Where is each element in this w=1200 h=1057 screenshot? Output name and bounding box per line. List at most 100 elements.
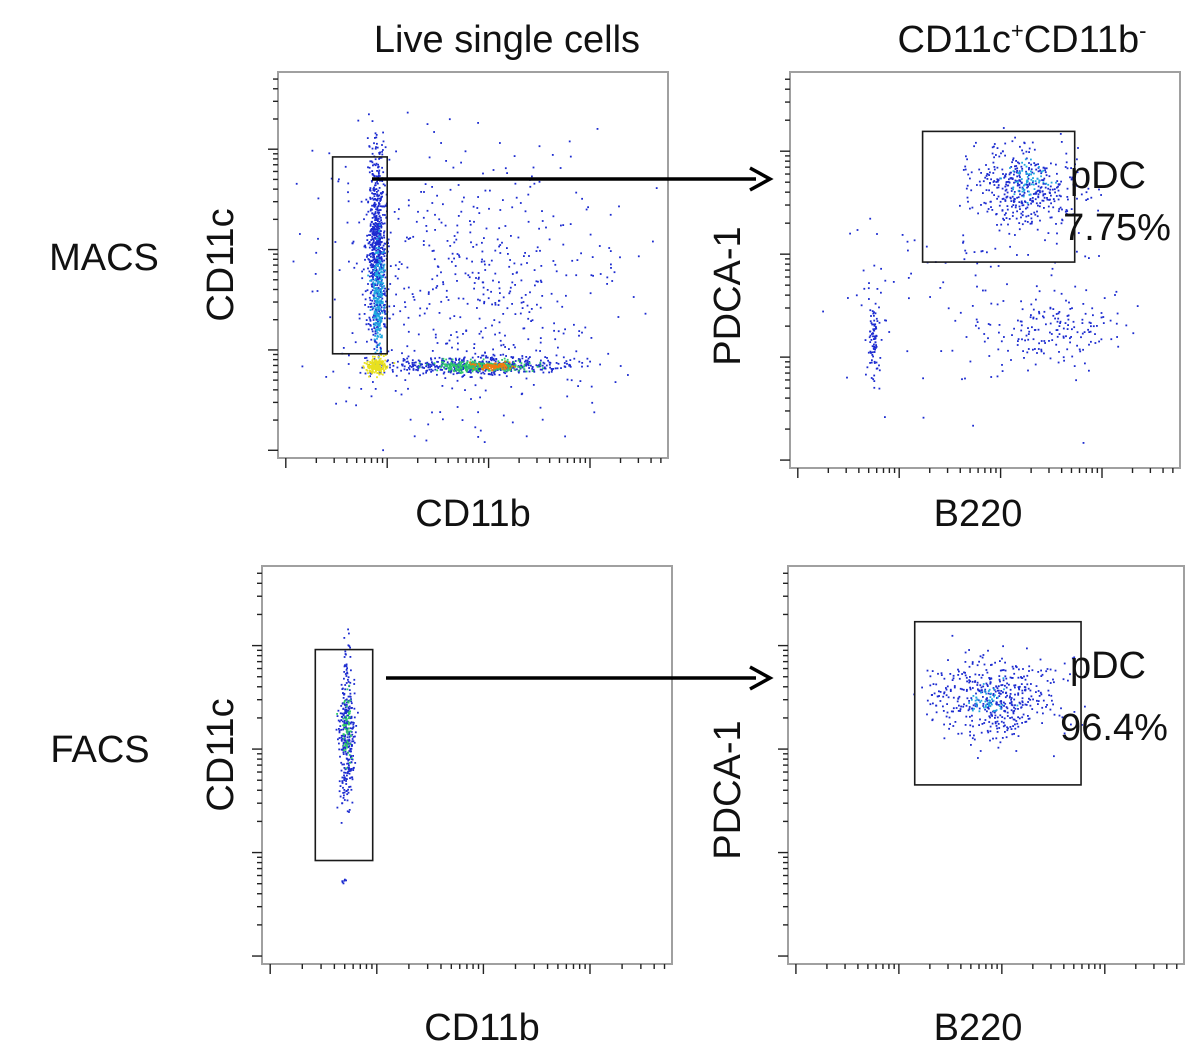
event-dot bbox=[1086, 198, 1089, 200]
event-dot bbox=[369, 160, 372, 163]
event-dot bbox=[1036, 228, 1039, 231]
event-dot bbox=[471, 370, 474, 373]
event-dot bbox=[384, 214, 386, 216]
event-dot bbox=[395, 293, 397, 296]
event-dot bbox=[440, 271, 442, 274]
event-dot bbox=[380, 276, 383, 278]
event-dot bbox=[1115, 322, 1118, 325]
event-dot bbox=[376, 280, 379, 282]
event-dot bbox=[1018, 688, 1021, 691]
event-dot bbox=[431, 350, 434, 352]
event-dot bbox=[520, 362, 523, 364]
event-dot bbox=[443, 367, 446, 370]
event-dot bbox=[450, 361, 453, 364]
title-cd11c-text: CD11c bbox=[898, 19, 1011, 61]
event-dot bbox=[493, 354, 496, 357]
event-dot bbox=[435, 286, 438, 289]
event-dot bbox=[340, 734, 343, 737]
event-dot bbox=[374, 308, 377, 311]
event-dot bbox=[365, 362, 368, 365]
event-dot bbox=[379, 294, 382, 297]
event-dot bbox=[374, 278, 377, 280]
event-dot bbox=[991, 152, 994, 155]
event-dot bbox=[524, 294, 527, 296]
event-dot bbox=[432, 288, 434, 291]
event-dot bbox=[983, 340, 986, 343]
event-dot bbox=[1020, 329, 1023, 332]
event-dot bbox=[400, 263, 403, 265]
event-dot bbox=[375, 246, 378, 249]
event-dot bbox=[1021, 204, 1024, 207]
event-dot bbox=[958, 677, 961, 680]
event-dot bbox=[453, 235, 456, 237]
event-dot bbox=[521, 355, 524, 357]
event-dot bbox=[1039, 191, 1041, 194]
event-dot bbox=[644, 312, 647, 315]
event-dot bbox=[357, 711, 359, 714]
event-dot bbox=[1019, 176, 1021, 179]
event-dot bbox=[379, 157, 381, 159]
event-dot bbox=[476, 207, 479, 209]
event-dot bbox=[445, 342, 447, 345]
event-dot bbox=[341, 776, 344, 779]
event-dot bbox=[341, 716, 344, 718]
event-dot bbox=[372, 258, 375, 261]
event-dot bbox=[1055, 195, 1058, 197]
event-dot bbox=[461, 371, 464, 374]
event-dot bbox=[943, 691, 946, 694]
event-dot bbox=[384, 146, 387, 149]
event-dot bbox=[591, 401, 594, 404]
event-dot bbox=[1007, 181, 1010, 183]
event-dot bbox=[996, 689, 999, 692]
event-dot bbox=[1036, 177, 1039, 180]
event-dot bbox=[347, 701, 350, 704]
event-dot bbox=[868, 336, 871, 339]
event-dot bbox=[1002, 150, 1004, 153]
event-dot bbox=[372, 314, 375, 317]
event-dot bbox=[393, 211, 396, 213]
event-dot bbox=[346, 799, 349, 802]
event-dot bbox=[1037, 204, 1039, 207]
event-dot bbox=[537, 365, 540, 368]
event-dot bbox=[479, 376, 482, 379]
event-dot bbox=[472, 367, 475, 370]
event-dot bbox=[382, 183, 385, 186]
event-dot bbox=[949, 690, 952, 692]
event-dot bbox=[378, 302, 380, 304]
event-dot bbox=[381, 362, 384, 365]
event-dot bbox=[1027, 687, 1030, 690]
event-dot bbox=[377, 241, 380, 244]
event-dot bbox=[873, 386, 876, 389]
event-dot bbox=[987, 706, 990, 709]
event-dot bbox=[1033, 162, 1036, 164]
event-dot bbox=[490, 259, 493, 262]
event-dot bbox=[1031, 669, 1034, 672]
event-dot bbox=[540, 359, 542, 362]
event-dot bbox=[872, 355, 874, 358]
event-dot bbox=[503, 364, 505, 367]
event-dot bbox=[342, 724, 344, 727]
event-dot bbox=[381, 195, 383, 198]
event-dot bbox=[462, 333, 464, 335]
event-dot bbox=[590, 337, 593, 339]
event-dot bbox=[482, 358, 485, 361]
event-dot bbox=[383, 371, 386, 374]
event-dot bbox=[876, 288, 879, 290]
event-dot bbox=[459, 368, 462, 370]
event-dot bbox=[376, 323, 379, 326]
event-dot bbox=[1014, 684, 1017, 687]
event-dot bbox=[374, 182, 377, 184]
event-dot bbox=[369, 275, 371, 278]
event-dot bbox=[385, 300, 387, 303]
event-dot bbox=[982, 683, 985, 685]
event-dot bbox=[373, 363, 375, 366]
event-dot bbox=[1011, 178, 1014, 180]
event-dot bbox=[522, 301, 525, 303]
event-dot bbox=[383, 292, 386, 295]
event-dot bbox=[496, 238, 499, 241]
event-dot bbox=[345, 715, 347, 718]
event-dot bbox=[380, 230, 382, 232]
event-dot bbox=[1102, 213, 1105, 216]
event-dot bbox=[982, 289, 984, 292]
event-dot bbox=[400, 393, 403, 396]
